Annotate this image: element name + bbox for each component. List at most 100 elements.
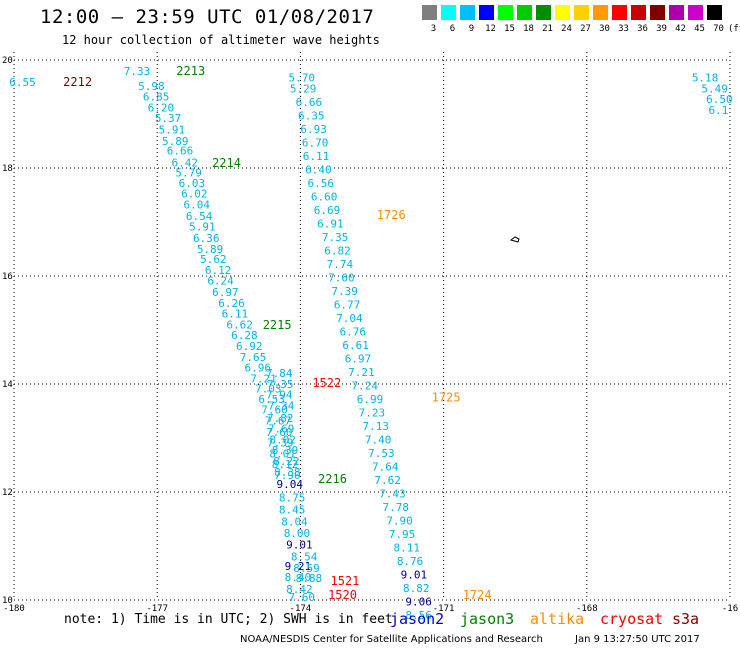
wave-height-value: 8.01 bbox=[269, 447, 296, 460]
wave-height-value: 7.40 bbox=[365, 433, 392, 446]
wave-height-value: 7.69 bbox=[268, 423, 295, 436]
legend-label: 70 bbox=[713, 24, 724, 34]
track-label: 2215 bbox=[263, 318, 292, 332]
wave-height-value: 6.53 bbox=[258, 393, 285, 406]
wave-height-value: 7.65 bbox=[240, 351, 267, 364]
wave-height-value: 6.12 bbox=[205, 264, 232, 277]
lat-tick-label: 12 bbox=[2, 488, 13, 498]
track-label: 1724 bbox=[463, 588, 492, 602]
track-label: 1726 bbox=[377, 208, 406, 222]
wave-height-value: 8.00 bbox=[284, 527, 311, 540]
wave-height-value: 8.38 bbox=[274, 466, 301, 479]
wave-height-value: 6.20 bbox=[148, 101, 175, 114]
legend-label: 45 bbox=[694, 24, 705, 34]
lon-tick-label: -171 bbox=[433, 604, 455, 614]
wave-height-value: 6.02 bbox=[181, 188, 208, 201]
lat-tick-label: 16 bbox=[2, 272, 13, 282]
wave-height-value: 8.22 bbox=[273, 455, 300, 468]
credit-line: NOAA/NESDIS Center for Satellite Applica… bbox=[240, 634, 543, 645]
legend-label: 39 bbox=[656, 24, 667, 34]
wave-height-value: 5.62 bbox=[200, 253, 227, 266]
legend-swatch bbox=[612, 5, 627, 20]
legend-swatch bbox=[498, 5, 513, 20]
wave-height-value: 8.02 bbox=[269, 433, 296, 446]
wave-height-value: 6.26 bbox=[218, 297, 245, 310]
legend-label: 3 bbox=[430, 24, 437, 34]
timestamp: Jan 9 13:27:50 UTC 2017 bbox=[575, 634, 700, 645]
wave-height-value: 7.39 bbox=[331, 285, 358, 298]
wave-height-value: 5.98 bbox=[138, 80, 165, 93]
wave-height-value: 6.76 bbox=[340, 325, 367, 338]
lat-tick-label: 18 bbox=[2, 164, 13, 174]
satellite-jason3: jason3 bbox=[460, 610, 515, 628]
legend-label: 30 bbox=[599, 24, 610, 34]
wave-height-value: 7.60 bbox=[266, 426, 293, 439]
wave-height-value: 7.67 bbox=[265, 415, 292, 428]
wave-height-value: 7.24 bbox=[351, 379, 378, 392]
wave-height-value: 6.04 bbox=[183, 199, 210, 212]
wave-height-value: 8.11 bbox=[393, 541, 420, 554]
legend-swatch bbox=[555, 5, 570, 20]
legend-label: 27 bbox=[580, 24, 591, 34]
wave-height-value: 9.01 bbox=[286, 539, 313, 552]
legend-swatch bbox=[441, 5, 456, 20]
wave-height-value: 7.95 bbox=[389, 528, 416, 541]
wave-height-value: 9.21 bbox=[285, 560, 312, 573]
wave-height-value: 7.82 bbox=[267, 412, 294, 425]
legend-label: 21 bbox=[542, 24, 553, 34]
wave-height-value: 7.35 bbox=[267, 378, 294, 391]
wave-height-value: 5.29 bbox=[290, 82, 317, 95]
wave-height-value: 6.82 bbox=[324, 244, 351, 257]
wave-height-value: 6.69 bbox=[314, 204, 341, 217]
wave-height-value: 8.54 bbox=[291, 551, 318, 564]
track-label: 1521 bbox=[330, 574, 359, 588]
lon-tick-label: -16 bbox=[722, 604, 738, 614]
wave-height-value: 8.42 bbox=[286, 583, 313, 596]
track-label: 1520 bbox=[328, 588, 357, 602]
wave-height-value: 7.84 bbox=[266, 367, 293, 380]
track-label: 2212 bbox=[63, 75, 92, 89]
wave-height-value: 7.35 bbox=[322, 231, 349, 244]
legend-label: 33 bbox=[618, 24, 629, 34]
wave-height-value: 8.39 bbox=[272, 444, 299, 457]
wave-height-value: 6.66 bbox=[167, 145, 194, 158]
wave-height-value: 7.33 bbox=[124, 65, 151, 78]
wave-height-value: 6.1 bbox=[709, 104, 729, 117]
legend-unit: (ft) bbox=[728, 24, 740, 34]
legend-swatch bbox=[650, 5, 665, 20]
wave-height-value: 7.74 bbox=[327, 258, 354, 271]
wave-height-value: 7.62 bbox=[374, 474, 401, 487]
wave-height-value: 9.04 bbox=[277, 478, 304, 491]
legend-swatch bbox=[669, 5, 684, 20]
wave-height-value: 6.85 bbox=[143, 91, 170, 104]
page-subtitle: 12 hour collection of altimeter wave hei… bbox=[62, 33, 380, 47]
wave-height-value: 5.37 bbox=[155, 112, 182, 125]
wave-height-value: 8.45 bbox=[279, 504, 306, 517]
wave-height-value: 9.06 bbox=[405, 595, 432, 608]
wave-height-value: 5.18 bbox=[692, 72, 719, 85]
wave-height-value: 7.43 bbox=[379, 487, 406, 500]
lat-tick-label: 20 bbox=[2, 56, 13, 66]
wave-height-value: 6.24 bbox=[207, 275, 234, 288]
wave-height-value: 8.12 bbox=[272, 458, 299, 471]
wave-height-value: 7.23 bbox=[359, 406, 386, 419]
wave-height-value: 6.36 bbox=[193, 232, 220, 245]
wave-height-value: 5.89 bbox=[197, 243, 224, 256]
wave-height-value: 6.97 bbox=[345, 352, 372, 365]
lon-tick-label: -180 bbox=[3, 604, 25, 614]
lat-tick-label: 14 bbox=[2, 380, 13, 390]
legend-label: 36 bbox=[637, 24, 648, 34]
legend-swatch bbox=[707, 5, 722, 20]
legend-label: 6 bbox=[449, 24, 456, 34]
wave-height-value: 7.03 bbox=[255, 383, 282, 396]
wave-height-value: 7.53 bbox=[368, 447, 395, 460]
wave-height-value: 7.78 bbox=[383, 501, 410, 514]
track-label: 2214 bbox=[212, 156, 241, 170]
legend-swatch bbox=[517, 5, 532, 20]
legend-label: 12 bbox=[485, 24, 496, 34]
wave-height-value: 7.90 bbox=[274, 469, 301, 482]
wave-height-value: 7.04 bbox=[336, 312, 363, 325]
satellite-cryosat: cryosat bbox=[600, 610, 664, 628]
wave-height-value: 6.62 bbox=[226, 318, 253, 331]
